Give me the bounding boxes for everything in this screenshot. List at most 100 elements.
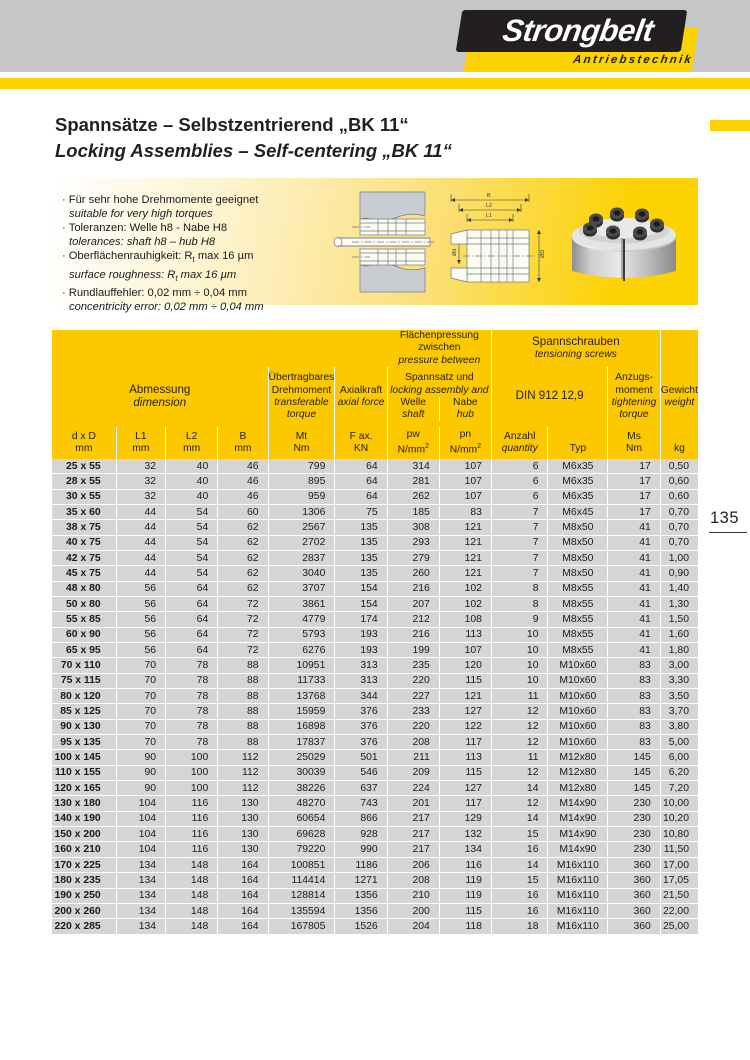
table-cell: 12 bbox=[491, 719, 549, 736]
col-Ms: Ms Nm bbox=[607, 426, 661, 459]
table-cell: 48270 bbox=[268, 795, 336, 812]
table-cell: 56 bbox=[116, 581, 167, 597]
table-cell: 78 bbox=[165, 688, 219, 705]
table-cell: 220 x 285 bbox=[52, 918, 117, 935]
table-cell: 127 bbox=[439, 780, 492, 797]
table-cell: 50 x 80 bbox=[52, 596, 117, 613]
table-cell: 121 bbox=[439, 519, 492, 536]
table-cell: 164 bbox=[217, 872, 269, 889]
table-cell: 90 bbox=[116, 749, 167, 766]
table-cell: M6x35 bbox=[547, 458, 609, 475]
table-cell: 10 bbox=[491, 642, 549, 659]
table-cell: 206 bbox=[387, 857, 440, 874]
table-cell: 116 bbox=[165, 795, 219, 812]
table-cell: 164 bbox=[217, 888, 269, 904]
table-cell: 17 bbox=[607, 504, 661, 521]
table-cell: 174 bbox=[334, 611, 388, 628]
bullet-icon: · bbox=[62, 194, 66, 206]
feature-en: suitable for very high torques bbox=[69, 208, 213, 221]
table-cell: 90 x 130 bbox=[52, 719, 117, 736]
table-cell: 2837 bbox=[268, 550, 336, 567]
table-cell: 127 bbox=[439, 703, 492, 720]
table-cell: 85 x 125 bbox=[52, 703, 117, 720]
feature-de: · Rundlauffehler: 0,02 mm ÷ 0,04 mm bbox=[62, 287, 247, 300]
table-cell: 102 bbox=[439, 581, 492, 597]
table-cell: 145 bbox=[607, 780, 661, 797]
header-row-subgroups: Abmessung dimension Übertragbares Drehmo… bbox=[52, 366, 698, 427]
table-cell: 70 bbox=[116, 688, 167, 705]
table-cell: 65 x 95 bbox=[52, 642, 117, 659]
table-cell: 41 bbox=[607, 535, 661, 551]
logo-brand-name: Strongbelt bbox=[500, 13, 656, 48]
table-cell: 167805 bbox=[268, 918, 336, 935]
table-cell: M8x50 bbox=[547, 519, 609, 536]
table-cell: 160 x 210 bbox=[52, 841, 117, 858]
table-cell: 233 bbox=[387, 703, 440, 720]
table-cell: 13768 bbox=[268, 688, 336, 705]
table-cell: 130 bbox=[217, 795, 269, 812]
table-cell: 90 bbox=[116, 765, 167, 782]
table-cell: 48 x 80 bbox=[52, 581, 117, 597]
feature-item: · Rundlauffehler: 0,02 mm ÷ 0,04 mm conce… bbox=[62, 286, 322, 314]
table-cell: 108 bbox=[439, 611, 492, 628]
assembly-caption: Spannsatz und locking assembly and bbox=[390, 372, 489, 396]
table-cell: 41 bbox=[607, 596, 661, 613]
table-cell: 62 bbox=[217, 519, 269, 536]
table-cell: 134 bbox=[116, 918, 167, 935]
table-cell: 35 x 60 bbox=[52, 504, 117, 521]
table-cell: M16x110 bbox=[547, 888, 609, 904]
table-cell: 25 x 55 bbox=[52, 458, 117, 475]
table-cell: M16x110 bbox=[547, 903, 609, 920]
col-pw: pw N/mm2 bbox=[387, 426, 440, 459]
cross-section-drawing-dimensions: B L2 L1 Ød ØD bbox=[443, 186, 551, 298]
table-cell: 107 bbox=[439, 458, 492, 475]
table-cell: 30039 bbox=[268, 765, 336, 782]
table-cell: 130 bbox=[217, 811, 269, 828]
table-cell: 1271 bbox=[334, 872, 388, 889]
table-cell: 104 bbox=[116, 811, 167, 828]
table-cell: 959 bbox=[268, 489, 336, 505]
table-cell: 230 bbox=[607, 811, 661, 828]
table-cell: 7 bbox=[491, 504, 549, 521]
table-cell: 100 bbox=[165, 765, 219, 782]
table-cell: 224 bbox=[387, 780, 440, 797]
table-cell: M8x55 bbox=[547, 611, 609, 628]
table-cell: 3,50 bbox=[660, 688, 698, 705]
table-cell: 32 bbox=[116, 473, 167, 490]
table-cell: 107 bbox=[439, 642, 492, 659]
table-cell: 83 bbox=[607, 734, 661, 751]
table-cell: 30 x 55 bbox=[52, 489, 117, 505]
table-cell: 154 bbox=[334, 596, 388, 613]
feature-item: · Oberflächenrauhigkeit: Rt max 16 µm sur… bbox=[62, 249, 322, 286]
table-cell: 115 bbox=[439, 903, 492, 920]
table-cell: 72 bbox=[217, 596, 269, 613]
table-cell: 5793 bbox=[268, 627, 336, 644]
table-cell: 54 bbox=[165, 565, 219, 582]
table-cell: 121 bbox=[439, 535, 492, 551]
table-cell: 28 x 55 bbox=[52, 473, 117, 490]
table-cell: M6x35 bbox=[547, 473, 609, 490]
cross-section-drawing-shaft bbox=[330, 186, 440, 298]
table-cell: 344 bbox=[334, 688, 388, 705]
brand-logo: Strongbelt Antriebstechnik bbox=[455, 10, 699, 72]
table-cell: 1,40 bbox=[660, 581, 698, 597]
table-cell: 41 bbox=[607, 611, 661, 628]
table-cell: 190 x 250 bbox=[52, 888, 117, 904]
table-cell: 110 x 155 bbox=[52, 765, 117, 782]
table-cell: 60 bbox=[217, 504, 269, 521]
table-cell: M16x110 bbox=[547, 918, 609, 935]
table-cell: 56 bbox=[116, 611, 167, 628]
table-cell: 8 bbox=[491, 596, 549, 613]
table-cell: 88 bbox=[217, 688, 269, 705]
table-cell: 1356 bbox=[334, 903, 388, 920]
table-cell: 88 bbox=[217, 719, 269, 736]
table-row: 140 x 190 104 116 130 60654 866 217 129 14 M14x90… bbox=[52, 811, 698, 828]
table-cell: 135 bbox=[334, 519, 388, 536]
table-cell: 64 bbox=[165, 642, 219, 659]
table-cell: 62 bbox=[217, 581, 269, 597]
subgroup-dimension: Abmessung dimension bbox=[52, 366, 269, 427]
table-cell: 2567 bbox=[268, 519, 336, 536]
table-cell: 260 bbox=[387, 565, 440, 582]
table-cell: 44 bbox=[116, 550, 167, 567]
col-quantity: Anzahl quantity bbox=[491, 426, 549, 459]
